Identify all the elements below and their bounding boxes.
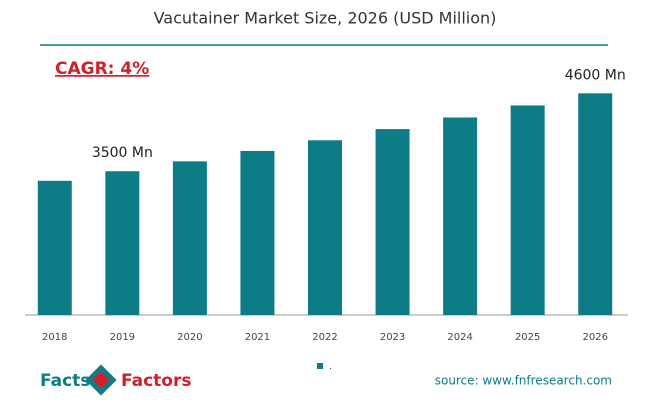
logo: Facts Factors (40, 364, 191, 396)
bar (443, 117, 478, 315)
bar (375, 129, 410, 315)
x-tick-label: 2025 (515, 332, 540, 343)
source: source: www.fnfresearch.com (435, 374, 612, 388)
legend-label: . (329, 361, 332, 372)
x-tick-label: 2023 (380, 332, 405, 343)
x-tick-label: 2019 (110, 332, 135, 343)
chart-title: Vacutainer Market Size, 2026 (USD Millio… (154, 9, 497, 28)
x-tick-label: 2022 (312, 332, 337, 343)
bar (240, 150, 275, 315)
bar (308, 140, 342, 315)
x-tick-label: 2026 (582, 332, 607, 343)
value-label: 3500 Mn (92, 145, 153, 161)
logo-mark-inner (92, 371, 110, 389)
bar (510, 105, 545, 316)
cagr-annotation: CAGR: 4% (55, 59, 149, 79)
brand-right: Factors (121, 371, 191, 391)
x-tick-label: 2018 (42, 332, 67, 343)
value-label: 4600 Mn (565, 67, 626, 83)
x-tick-label: 2024 (447, 332, 472, 343)
x-tick-label: 2020 (177, 332, 202, 343)
bar (578, 93, 613, 315)
bar (105, 171, 140, 315)
brand-left: Facts (40, 371, 90, 391)
legend-swatch (317, 363, 323, 369)
bar (172, 161, 207, 315)
bar (37, 180, 72, 315)
x-tick-label: 2021 (245, 332, 270, 343)
